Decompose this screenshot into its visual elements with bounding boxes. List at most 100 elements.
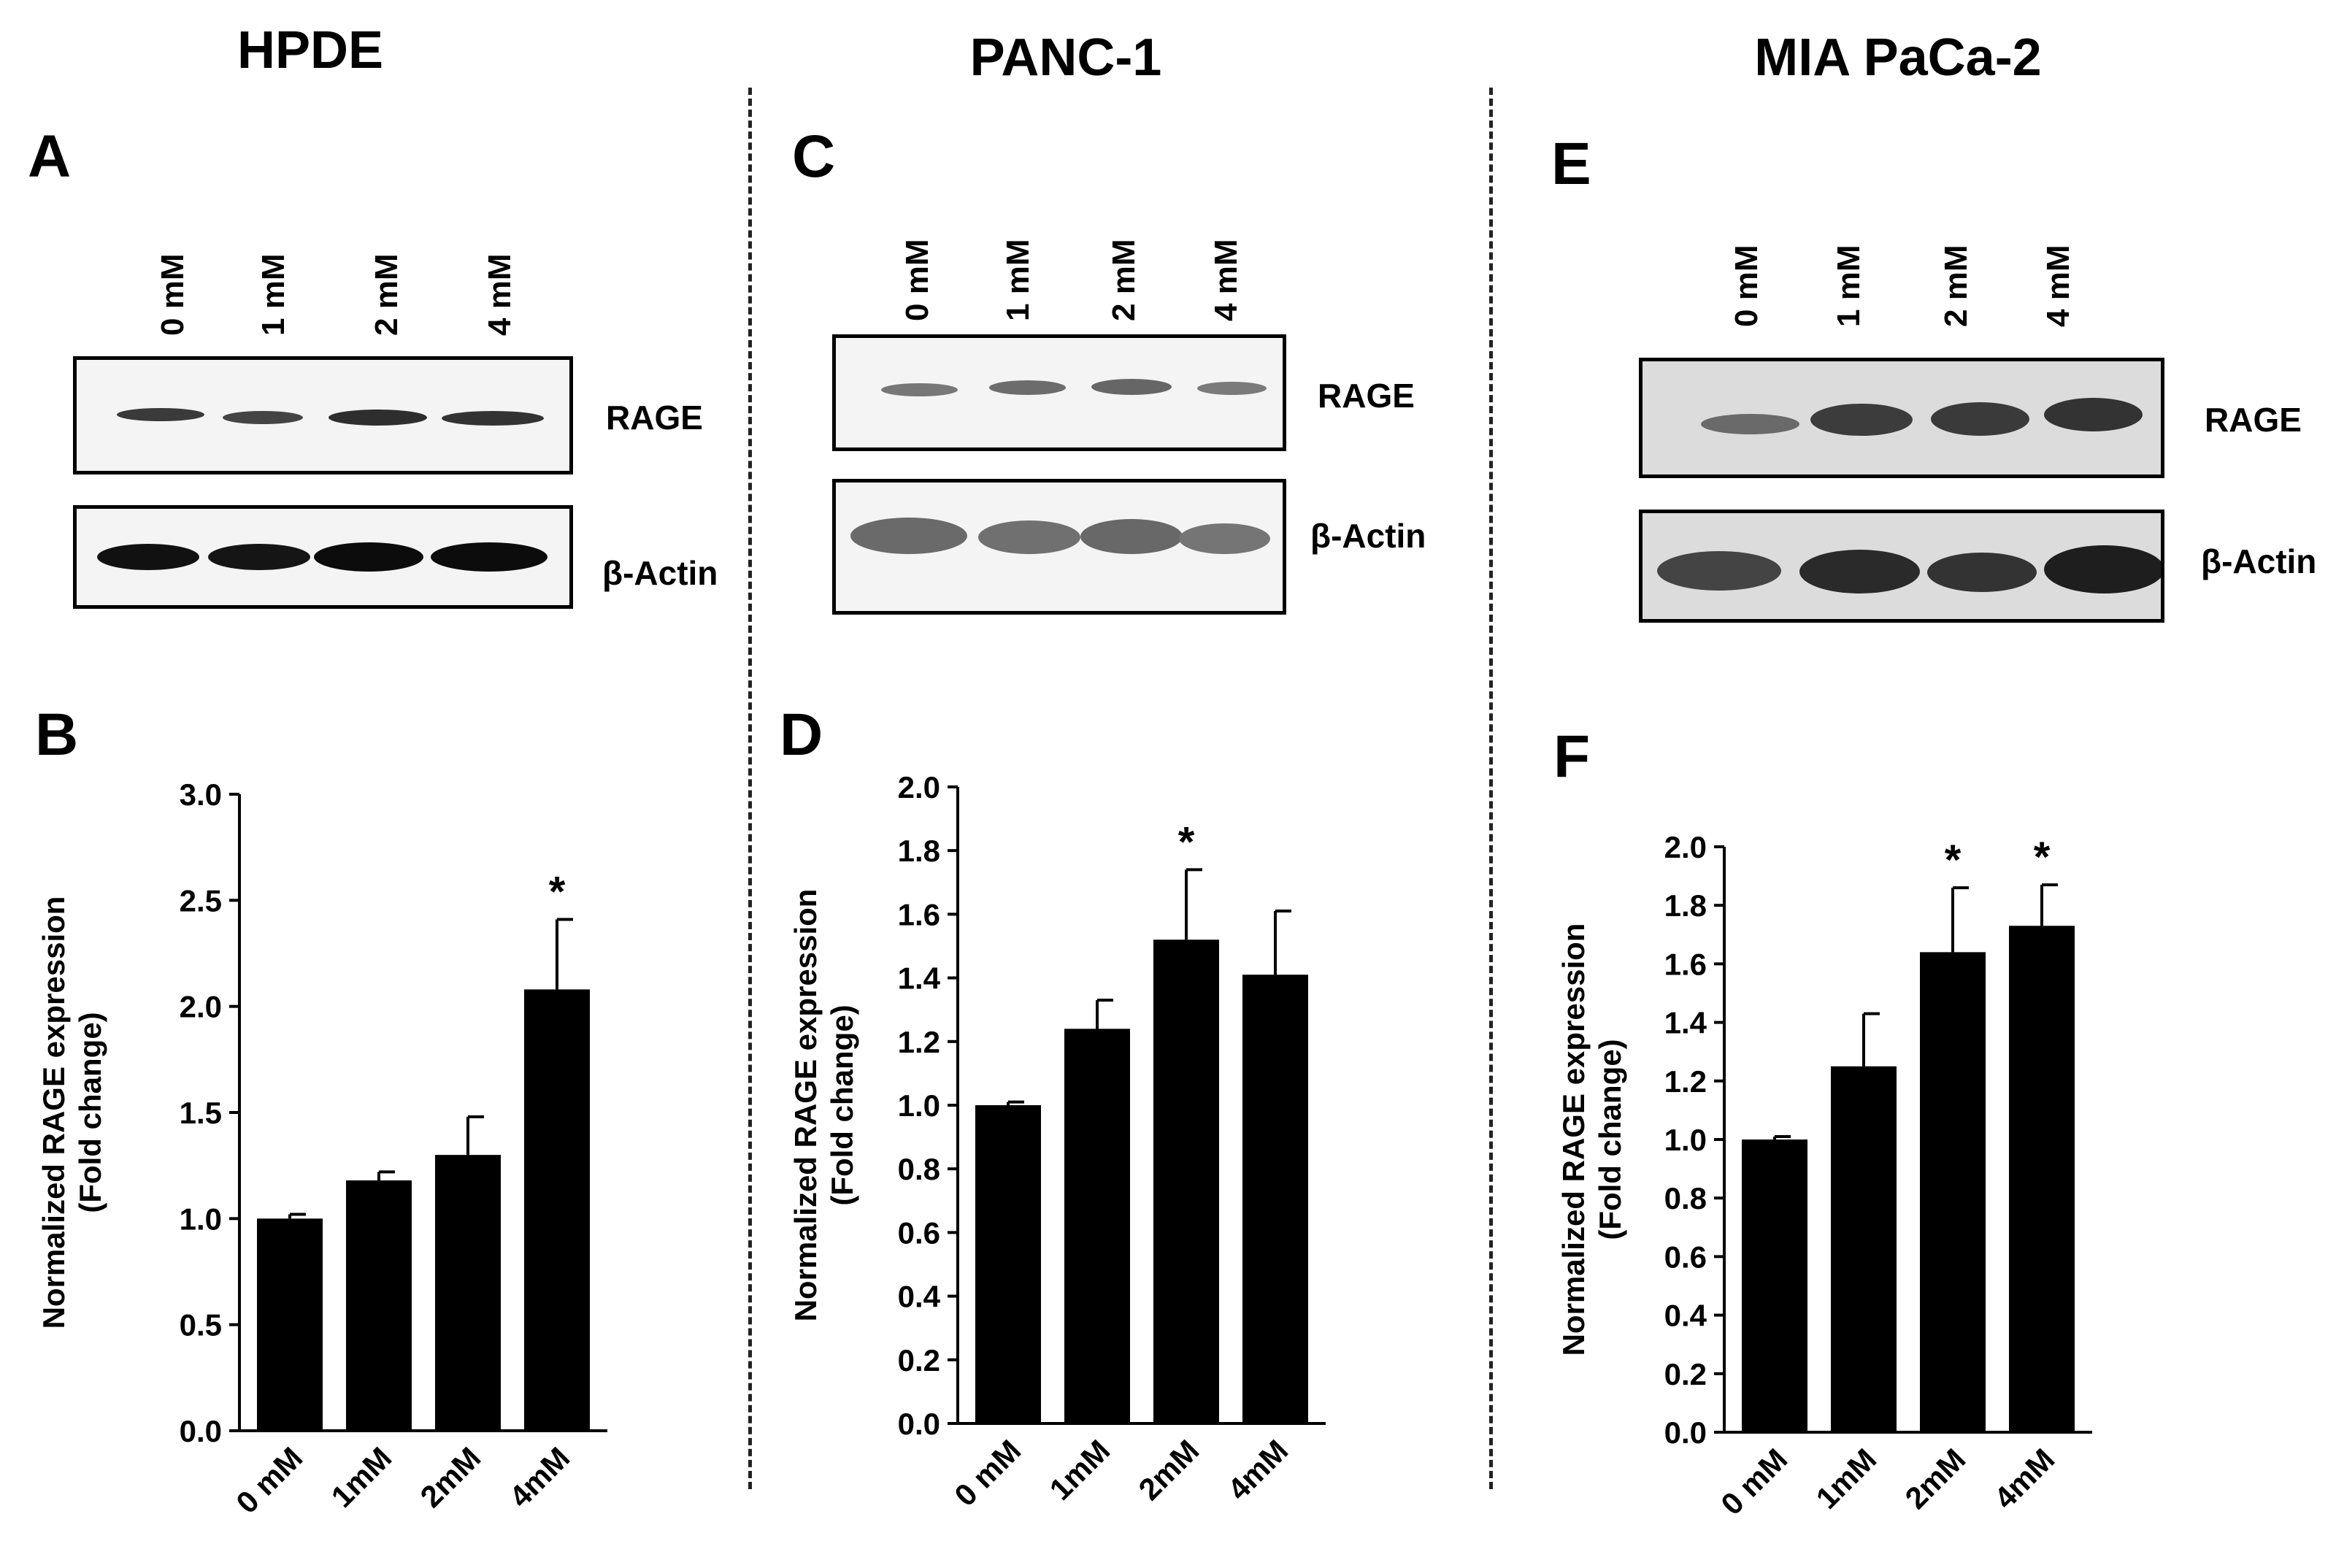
bar: [1742, 1140, 1807, 1432]
bar: [1242, 975, 1308, 1423]
y-tick-label: 1.8: [1664, 888, 1707, 923]
x-tick-label: 0 mM: [1714, 1442, 1794, 1521]
bar: [1153, 939, 1219, 1423]
bar: [257, 1218, 323, 1431]
band: [223, 411, 303, 424]
y-tick-label: 1.5: [180, 1096, 222, 1130]
title-hpde: HPDE: [237, 21, 384, 80]
title-panc1: PANC-1: [969, 28, 1162, 87]
significance-star: *: [2034, 834, 2051, 881]
band: [431, 542, 548, 572]
y-axis-label: Normalized RAGE expression(Fold change): [36, 896, 107, 1329]
x-tick-label: 2mM: [1898, 1442, 1972, 1515]
x-tick-label: 4mM: [502, 1440, 576, 1514]
significance-star: *: [1945, 837, 1962, 884]
y-axis-label: Normalized RAGE expression(Fold change): [788, 889, 859, 1322]
blot-rage-e: [1639, 358, 2164, 478]
band: [1080, 519, 1183, 554]
row-label-actin: β-Actin: [2201, 542, 2317, 580]
band: [1927, 553, 2037, 592]
x-tick-label: 0 mM: [229, 1440, 309, 1520]
blot-rage-c: [832, 334, 1286, 451]
y-tick-label: 2.5: [180, 883, 222, 918]
bar: [346, 1180, 412, 1431]
x-tick-label: 1mM: [1042, 1433, 1116, 1507]
band: [1701, 414, 1799, 434]
band: [989, 380, 1066, 395]
band: [117, 408, 204, 421]
blot-actin-a: [73, 505, 573, 609]
bar: [435, 1155, 501, 1431]
band: [1799, 550, 1920, 593]
band: [1091, 379, 1172, 395]
y-tick-label: 0.8: [1664, 1181, 1707, 1215]
y-tick-label: 1.0: [1664, 1123, 1707, 1157]
y-tick-label: 0.4: [898, 1280, 941, 1314]
chart-panel-f: 0.0 0.2 0.4 0.6 0.8 1.0 1.2 1.4 1.6 1.8 2.0 Normali…: [1556, 830, 2092, 1521]
y-tick-label: 0.4: [1664, 1299, 1707, 1333]
y-tick-label: 1.2: [1664, 1064, 1707, 1099]
panel-letter-b: B: [35, 702, 79, 768]
chart-panel-d: 0.0 0.2 0.4 0.6 0.8 1.0 1.2 1.4 1.6 1.8 2.0 Normali…: [788, 770, 1326, 1513]
y-tick-label: 2.0: [1664, 830, 1707, 864]
row-label-rage: RAGE: [1318, 377, 1415, 415]
bar: [1064, 1029, 1130, 1423]
x-tick-label: 2mM: [1132, 1433, 1205, 1507]
band: [978, 520, 1080, 554]
y-tick-label: 1.0: [898, 1088, 940, 1123]
band: [1179, 523, 1270, 554]
band: [97, 544, 199, 570]
y-tick-label: 1.6: [898, 897, 940, 931]
band: [1931, 402, 2029, 436]
x-tick-label: 0 mM: [948, 1433, 1027, 1513]
y-tick-label: 0.0: [898, 1407, 940, 1441]
band: [328, 410, 427, 426]
row-label-rage: RAGE: [2205, 401, 2302, 439]
panel-letter-d: D: [780, 702, 823, 768]
band: [208, 544, 310, 570]
chart-panel-b: 0.0 0.5 1.0 1.5 2.0 2.5 3.0 Normalized RAGE exp…: [36, 777, 607, 1520]
y-tick-label: 1.6: [1664, 947, 1707, 981]
panel-letter-e: E: [1551, 131, 1591, 197]
band: [1810, 404, 1913, 436]
y-tick-label: 0.5: [180, 1308, 222, 1342]
significance-star: *: [549, 868, 566, 915]
band: [1657, 551, 1781, 591]
row-label-actin: β-Actin: [1310, 517, 1426, 555]
divider-right: [1489, 88, 1493, 1489]
y-tick-label: 0.0: [1664, 1415, 1707, 1450]
divider-left: [748, 88, 752, 1489]
row-label-rage: RAGE: [606, 399, 703, 437]
y-tick-label: 1.4: [898, 961, 941, 996]
band: [2044, 545, 2161, 593]
band: [881, 383, 958, 396]
bar: [1831, 1066, 1897, 1432]
x-tick-label: 1mM: [324, 1440, 398, 1514]
y-tick-label: 1.8: [898, 834, 940, 868]
y-tick-label: 0.0: [180, 1414, 222, 1448]
title-miapaca2: MIA PaCa-2: [1754, 28, 2042, 87]
band: [442, 411, 544, 426]
significance-star: *: [1178, 818, 1195, 866]
y-tick-label: 0.8: [898, 1152, 940, 1186]
blot-rage-a: [73, 356, 573, 474]
bar: [2009, 926, 2075, 1432]
panel-letter-c: C: [792, 123, 836, 190]
x-tick-label: 1mM: [1809, 1442, 1883, 1515]
band: [314, 542, 423, 572]
bar: [1920, 952, 1986, 1432]
x-tick-label: 4mM: [1221, 1433, 1294, 1507]
panel-letter-a: A: [28, 123, 72, 190]
bar: [975, 1105, 1041, 1423]
band: [1197, 382, 1267, 395]
band: [2044, 398, 2143, 431]
band: [850, 518, 967, 554]
y-tick-label: 1.2: [898, 1025, 940, 1059]
y-tick-label: 0.2: [898, 1343, 940, 1377]
bar: [524, 989, 590, 1431]
y-tick-label: 2.0: [180, 990, 222, 1024]
y-tick-label: 0.6: [898, 1215, 940, 1250]
row-label-actin: β-Actin: [602, 554, 718, 592]
y-tick-label: 2.0: [898, 770, 940, 804]
